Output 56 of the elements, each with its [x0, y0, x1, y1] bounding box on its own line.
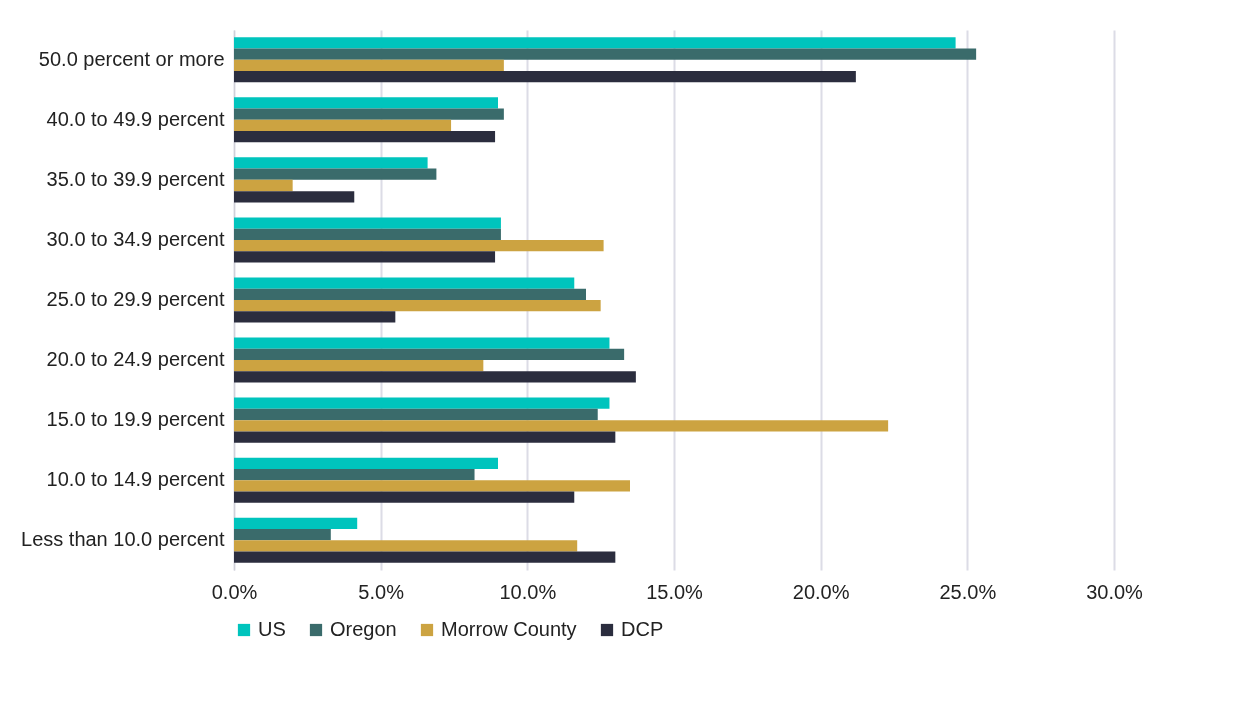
- bar: [234, 48, 977, 60]
- y-tick-label: 20.0 to 24.9 percent: [46, 348, 225, 371]
- x-tick-label: 15.0%: [646, 580, 704, 603]
- legend-label: Oregon: [330, 618, 397, 640]
- bar: [234, 491, 575, 503]
- bar: [234, 288, 586, 300]
- y-tick-label: 30.0 to 34.9 percent: [46, 227, 225, 250]
- bar: [234, 97, 498, 109]
- x-tick-label: 25.0%: [939, 580, 997, 603]
- bar: [234, 300, 601, 312]
- x-tick-label: 20.0%: [792, 580, 850, 603]
- bar: [234, 337, 610, 349]
- bar: [234, 431, 616, 443]
- bar: [234, 348, 625, 361]
- legend-label: DCP: [621, 618, 664, 640]
- bar: [234, 457, 498, 469]
- bar: [234, 277, 575, 289]
- bar: [234, 551, 616, 563]
- bar: [234, 420, 889, 432]
- bar: [234, 131, 496, 143]
- bar: [234, 179, 293, 192]
- bar: [234, 468, 475, 481]
- y-tick-label: 25.0 to 29.9 percent: [46, 288, 225, 310]
- x-tick-label: 30.0%: [1086, 580, 1144, 603]
- bar: [234, 119, 452, 132]
- legend-label: US: [258, 618, 286, 640]
- bar: [234, 251, 496, 263]
- y-tick-label: 40.0 to 49.9 percent: [46, 107, 225, 130]
- bar: [234, 37, 956, 49]
- x-tick-label: 10.0%: [499, 580, 557, 603]
- bar: [234, 311, 396, 323]
- bar: [234, 480, 630, 492]
- bar: [234, 371, 636, 383]
- bar: [234, 529, 331, 541]
- bar: [234, 191, 355, 203]
- bar: [234, 408, 598, 421]
- y-tick-label: 35.0 to 39.9 percent: [46, 167, 225, 190]
- y-tick-label: 10.0 to 14.9 percent: [46, 468, 225, 491]
- y-tick-label: 15.0 to 19.9 percent: [46, 408, 225, 431]
- x-tick-label: 0.0%: [211, 580, 258, 603]
- legend-label: Morrow County: [441, 618, 577, 640]
- x-tick-label: 5.0%: [358, 580, 405, 603]
- bar: [234, 59, 504, 71]
- bar: [234, 217, 501, 229]
- bar: [234, 540, 578, 552]
- bar: [234, 239, 604, 252]
- bar: [234, 397, 610, 409]
- bar: [234, 228, 501, 240]
- y-tick-label: Less than 10.0 percent: [21, 528, 225, 551]
- y-tick-label: 50.0 percent or more: [38, 47, 225, 70]
- bar: [234, 168, 437, 180]
- bar: [234, 71, 856, 83]
- bar: [234, 360, 484, 372]
- bar: [234, 108, 504, 120]
- bar: [234, 157, 428, 169]
- bar: [234, 517, 358, 529]
